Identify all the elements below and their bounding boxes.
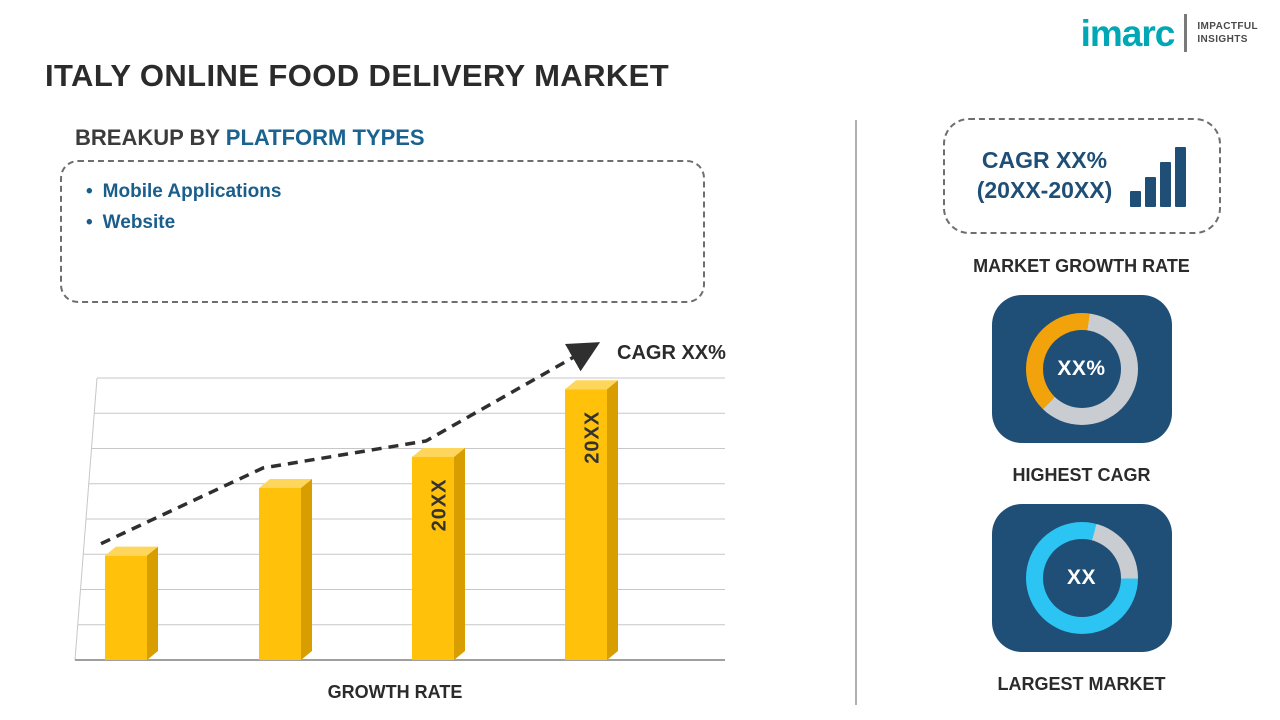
cagr-card-text: CAGR XX% (20XX-20XX)	[977, 146, 1113, 206]
logo-tagline-line2: INSIGHTS	[1197, 34, 1248, 45]
logo-tagline-line1: IMPACTFUL	[1197, 21, 1258, 32]
logo-tagline: IMPACTFUL INSIGHTS	[1197, 20, 1258, 46]
largest-market-value: XX	[1066, 566, 1096, 589]
largest-market-donut-hole: XX	[1042, 539, 1121, 617]
page-title: ITALY ONLINE FOOD DELIVERY MARKET	[45, 58, 670, 93]
right-panel: CAGR XX% (20XX-20XX) MARKET GROWTH RATE …	[903, 118, 1260, 695]
breakup-heading-highlight: PLATFORM TYPES	[225, 125, 425, 150]
highest-cagr-value: XX%	[1057, 357, 1106, 380]
breakup-heading: BREAKUP BY PLATFORM TYPES	[75, 125, 425, 151]
cagr-card-line1: CAGR XX%	[981, 147, 1108, 174]
platform-type-item: Website	[86, 207, 679, 238]
highest-cagr-donut-hole: XX%	[1042, 330, 1121, 408]
breakup-heading-prefix: BREAKUP BY	[75, 125, 226, 150]
logo-divider	[1184, 14, 1188, 52]
imarc-logo-text: imarc	[1080, 12, 1176, 54]
largest-market-card: XX	[991, 504, 1172, 652]
market-growth-rate-label: MARKET GROWTH RATE	[973, 256, 1190, 276]
chart-x-axis-label: GROWTH RATE	[327, 682, 463, 702]
largest-market-label: LARGEST MARKET	[997, 674, 1166, 694]
platform-types-box: Mobile ApplicationsWebsite	[60, 160, 705, 303]
imarc-logo: imarc IMPACTFUL INSIGHTS	[1081, 14, 1258, 52]
platform-type-item: Mobile Applications	[86, 176, 679, 207]
highest-cagr-card: XX%	[991, 295, 1172, 443]
vertical-divider	[855, 120, 857, 705]
bar-chart-icon	[1130, 145, 1187, 207]
svg-text:20XX: 20XX	[428, 478, 450, 531]
platform-types-list: Mobile ApplicationsWebsite	[86, 176, 679, 238]
growth-chart: 20XX 20XX CAGR XX% GROWTH RATE	[45, 340, 745, 718]
cagr-card-line2: (20XX-20XX)	[976, 177, 1113, 203]
growth-bar-chart: 20XX 20XX	[74, 342, 725, 661]
cagr-card: CAGR XX% (20XX-20XX)	[942, 118, 1221, 234]
largest-market-donut: XX	[1025, 522, 1138, 634]
highest-cagr-donut: XX%	[1025, 313, 1138, 425]
highest-cagr-label: HIGHEST CAGR	[1012, 465, 1151, 485]
svg-text:20XX: 20XX	[581, 411, 603, 464]
chart-cagr-label: CAGR XX%	[617, 342, 726, 364]
